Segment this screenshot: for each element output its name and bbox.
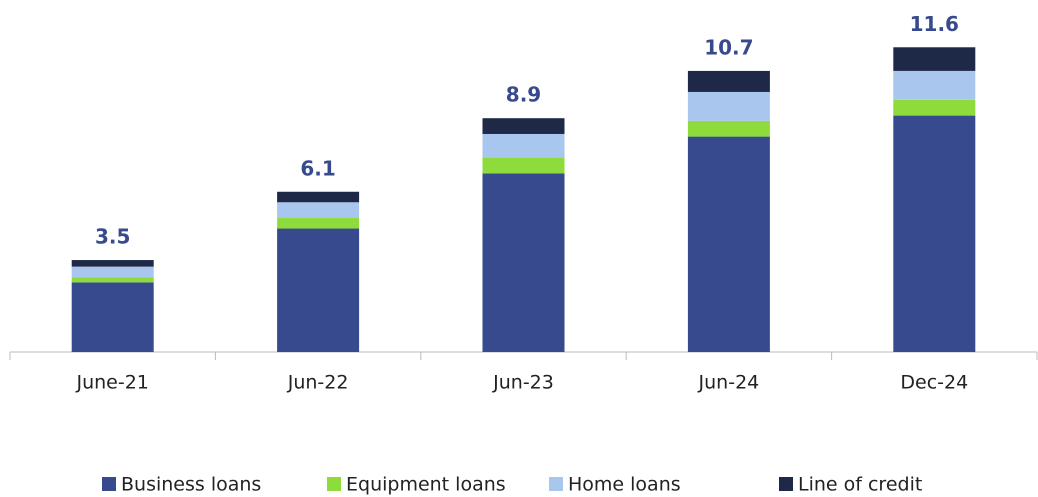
total-label: 6.1 [300, 156, 335, 180]
legend-swatch [327, 477, 341, 491]
legend-swatch [779, 477, 793, 491]
legend-swatch [102, 477, 116, 491]
total-label: 10.7 [704, 35, 753, 59]
bar-segment [277, 202, 360, 219]
bar-segment [893, 99, 976, 116]
legend-swatch [549, 477, 563, 491]
bar-segment [71, 282, 154, 352]
bar-segment [71, 260, 154, 267]
bar-segment [687, 70, 770, 92]
bar-segment [482, 173, 565, 352]
bar-segment [71, 277, 154, 283]
x-tick-label: Jun-23 [492, 372, 554, 394]
bar-segment [893, 70, 976, 100]
bar-segment [893, 47, 976, 71]
legend-label: Business loans [121, 474, 261, 496]
bar-segment [482, 133, 565, 158]
bar-segment [277, 228, 360, 352]
bar-segment [277, 191, 360, 203]
x-tick-label: June-21 [75, 372, 148, 394]
x-tick-label: Dec-24 [900, 372, 968, 394]
bar-segment [482, 118, 565, 134]
bar-segment [687, 136, 770, 352]
total-label: 3.5 [95, 225, 130, 249]
bar-segment [482, 157, 565, 174]
bar-segment [687, 91, 770, 121]
bar-segment [71, 266, 154, 278]
x-tick-label: Jun-24 [698, 372, 760, 394]
legend-label: Line of credit [798, 474, 922, 496]
legend-label: Equipment loans [346, 474, 506, 496]
bar-segment [893, 115, 976, 352]
bar-segment [277, 218, 360, 229]
total-label: 8.9 [506, 83, 541, 107]
total-label: 11.6 [910, 12, 959, 36]
x-tick-label: Jun-22 [287, 372, 349, 394]
bar-segment [687, 120, 770, 137]
legend-label: Home loans [568, 474, 681, 496]
